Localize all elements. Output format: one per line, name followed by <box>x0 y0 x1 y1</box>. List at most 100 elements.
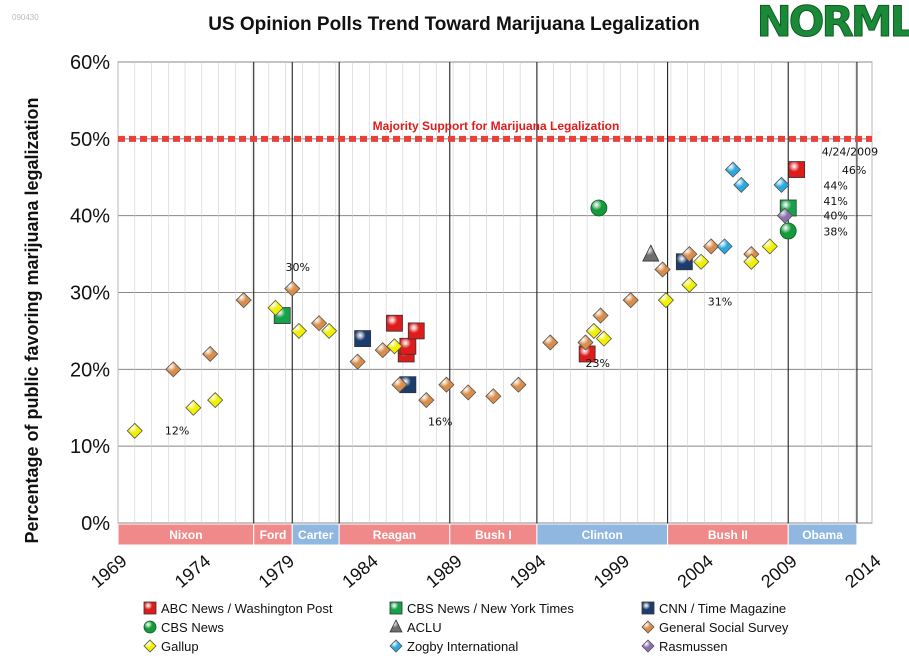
legend-swatch <box>641 639 655 653</box>
data-point <box>642 244 660 262</box>
presidency-label: Obama <box>802 528 843 542</box>
data-point <box>321 322 338 339</box>
legend-item-cbs-news-new-york-times: CBS News / New York Times <box>389 601 574 616</box>
presidency-band-reagan: Reagan <box>338 523 451 546</box>
legend-swatch <box>389 601 403 615</box>
annotation-label: 31% <box>708 296 732 309</box>
series-abc-news-washington-post <box>386 161 805 363</box>
data-point <box>391 376 408 393</box>
data-point <box>165 361 182 378</box>
svg-text:NORML: NORML <box>757 0 909 46</box>
data-point <box>788 161 805 178</box>
legend-swatch <box>143 620 157 634</box>
annotation-label: 38% <box>823 226 847 239</box>
data-point <box>311 315 328 332</box>
annotation-label: 16% <box>428 415 452 428</box>
annotation-label: 40% <box>823 210 847 223</box>
stamp-text: 090430 <box>12 13 39 22</box>
legend-label: CNN / Time Magazine <box>659 601 786 616</box>
legend-label: CBS News <box>161 620 224 635</box>
series-aclu <box>642 244 660 262</box>
y-axis-label: Percentage of public favoring marijuana … <box>22 97 42 543</box>
data-point <box>460 384 477 401</box>
data-point <box>438 376 455 393</box>
legend-swatch <box>641 620 655 634</box>
annotation-label: 23% <box>585 357 609 370</box>
data-point <box>724 161 741 178</box>
legend-item-aclu: ACLU <box>389 619 442 635</box>
legend-item-cnn-time-magazine: CNN / Time Magazine <box>641 601 786 616</box>
x-tick-label: 1984 <box>338 551 382 592</box>
chart-title: US Opinion Polls Trend Toward Marijuana … <box>208 14 700 35</box>
legend-label: Gallup <box>161 639 199 654</box>
data-point <box>622 292 639 309</box>
presidency-band-bush-ii: Bush II <box>667 523 789 546</box>
data-point <box>595 330 612 347</box>
legend-item-rasmussen: Rasmussen <box>641 639 728 654</box>
data-point <box>510 376 527 393</box>
data-point <box>693 253 710 270</box>
data-point <box>354 330 372 348</box>
y-tick-label: 40% <box>70 206 110 228</box>
y-tick-label: 0% <box>81 513 110 535</box>
data-point <box>386 314 403 332</box>
presidency-label: Bush I <box>475 528 512 542</box>
annotation-label: 12% <box>165 425 189 438</box>
legend-label: General Social Survey <box>659 620 789 635</box>
y-tick-label: 10% <box>70 436 110 458</box>
series-rasmussen <box>776 207 793 224</box>
data-point <box>202 345 219 363</box>
data-point <box>654 261 671 278</box>
presidency-band-clinton: Clinton <box>536 523 669 546</box>
legend-swatch <box>143 639 157 653</box>
y-tick-label: 50% <box>70 129 110 151</box>
legend-label: ACLU <box>407 620 442 635</box>
data-point <box>267 299 284 316</box>
data-point <box>733 176 750 193</box>
presidency-label: Carter <box>298 528 334 542</box>
presidency-band-nixon: Nixon <box>117 523 255 546</box>
data-point <box>126 422 143 439</box>
data-point <box>290 322 308 339</box>
x-tick-label: 2014 <box>841 551 885 592</box>
x-tick-label: 1974 <box>171 551 215 592</box>
data-point <box>761 238 778 255</box>
x-tick-label: 1999 <box>590 551 634 592</box>
presidency-label: Nixon <box>169 528 202 542</box>
series-cnn-time-magazine <box>354 253 693 394</box>
data-point <box>418 392 435 409</box>
presidency-label: Bush II <box>708 528 748 542</box>
data-point <box>776 207 793 224</box>
annotation-label: 41% <box>823 195 847 208</box>
data-point <box>681 276 698 293</box>
annotation-label: 30% <box>286 261 310 274</box>
data-point <box>773 176 790 193</box>
series-general-social-survey <box>165 238 760 409</box>
annotation-label: 46% <box>842 164 866 177</box>
data-point <box>349 353 366 370</box>
x-tick-label: 1989 <box>422 551 466 592</box>
legend-swatch <box>389 619 403 633</box>
legend-item-gallup: Gallup <box>143 639 199 654</box>
x-tick-label: 1994 <box>506 551 550 592</box>
data-point <box>374 342 391 359</box>
legend-label: CBS News / New York Times <box>407 601 574 616</box>
legend-item-abc-news-washington-post: ABC News / Washington Post <box>143 601 333 616</box>
data-point <box>703 238 720 255</box>
presidency-band-ford: Ford <box>253 523 293 546</box>
data-point <box>185 399 202 416</box>
legend-item-cbs-news: CBS News <box>143 620 224 635</box>
data-point <box>716 238 733 255</box>
presidency-band-obama: Obama <box>787 523 858 546</box>
data-point <box>235 292 252 309</box>
x-tick-label: 1969 <box>87 551 131 592</box>
data-point <box>592 307 609 324</box>
majority-label: Majority Support for Marijuana Legalizat… <box>373 119 620 133</box>
y-tick-label: 20% <box>70 359 110 381</box>
x-tick-label: 1979 <box>255 551 299 592</box>
y-tick-label: 30% <box>70 283 110 305</box>
data-point <box>743 253 760 270</box>
presidency-label: Ford <box>260 528 287 542</box>
data-point <box>284 280 301 297</box>
